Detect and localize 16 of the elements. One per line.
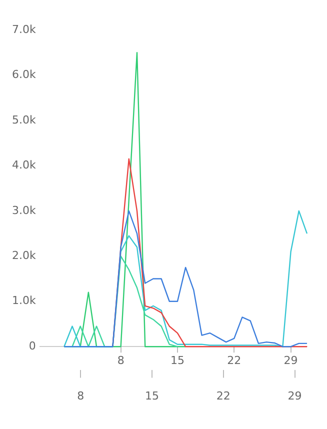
y-tick-label: 7.0k [12, 22, 36, 36]
y-tick-label: 2.0k [12, 249, 36, 262]
y-tick-label: 0 [28, 339, 36, 352]
x-tick-label: 22 [227, 354, 242, 368]
x2-tick-label: 15 [145, 389, 160, 402]
x-tick-label: 15 [170, 354, 184, 368]
y-tick-label: 5.0k [12, 113, 36, 126]
y-tick-label: 6.0k [12, 68, 36, 82]
x2-tick-label: 8 [77, 389, 84, 402]
y-tick-label: 1.0k [12, 294, 36, 308]
x-tick-label: 8 [117, 354, 124, 368]
y-tick-label: 3.0k [12, 204, 36, 217]
x2-tick-label: 22 [216, 389, 230, 402]
y-tick-label: 4.0k [12, 158, 36, 172]
x2-tick-label: 29 [288, 389, 302, 402]
x-tick-label: 29 [284, 354, 298, 368]
